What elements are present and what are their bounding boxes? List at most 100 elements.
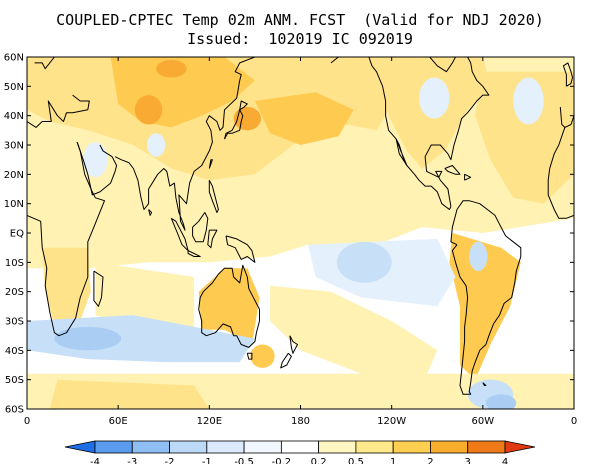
coast-west-africa xyxy=(547,127,574,219)
colorbar-label: 0.2 xyxy=(311,457,327,464)
warm-south-indian xyxy=(95,262,195,327)
cool-southern-ocean xyxy=(27,315,255,363)
coast-cuba xyxy=(444,165,461,175)
lat-tick-label: 60N xyxy=(4,53,24,64)
coast-gulf-east-us xyxy=(424,57,490,207)
colorbar-swatch xyxy=(318,440,357,454)
cool-atlantic-north xyxy=(513,77,544,125)
warm-tasman xyxy=(250,344,275,368)
colorbar-swatch xyxy=(430,440,469,454)
lat-tick-label: EQ xyxy=(10,229,24,240)
coast-australia xyxy=(198,264,260,348)
warm-northpac-strong xyxy=(254,92,354,145)
lon-tick-label: 0 xyxy=(24,416,30,427)
warm-australia xyxy=(198,268,260,345)
cool-amazon xyxy=(469,241,488,272)
lat-tick-label: 50S xyxy=(5,375,24,386)
cool-tibet xyxy=(147,133,166,157)
cool-drake-strong xyxy=(485,394,517,409)
colorbar-swatch xyxy=(355,440,394,454)
colorbar-swatch xyxy=(94,440,133,454)
lon-tick-label: 120E xyxy=(197,416,222,427)
lat-tick-label: 40S xyxy=(5,346,24,357)
colorbar-label: -3 xyxy=(127,457,137,464)
lat-tick-label: 40N xyxy=(4,111,24,122)
lat-tick-label: 20S xyxy=(5,287,24,298)
coast-hokkaido xyxy=(239,100,248,111)
colorbar-swatch xyxy=(392,440,431,454)
coast-falklands xyxy=(482,382,487,386)
colorbar-swatch xyxy=(467,440,506,454)
lat-tick-label: 10N xyxy=(4,199,24,210)
lon-tick-label: 180 xyxy=(291,416,310,427)
coast-africa xyxy=(27,141,105,337)
colorbar-label: 4 xyxy=(502,457,508,464)
colorbar-label: 3 xyxy=(465,457,471,464)
lon-tick-label: 0 xyxy=(571,416,577,427)
coast-alaska xyxy=(330,57,339,64)
coast-taiwan xyxy=(208,159,213,169)
lat-tick-label: 50N xyxy=(4,82,24,93)
coast-scandinavia xyxy=(34,57,55,70)
colorbar-swatch xyxy=(131,440,170,454)
warm-southern-strong xyxy=(49,379,210,409)
coast-south-america xyxy=(450,200,522,395)
warm-siberia-hot xyxy=(156,59,187,78)
cool-pacific-core xyxy=(336,241,392,283)
coast-japan xyxy=(224,109,244,140)
cool-canada xyxy=(419,77,450,119)
lat-tick-label: 10S xyxy=(5,258,24,269)
lat-tick-label: 30N xyxy=(4,141,24,152)
colorbar-swatch xyxy=(169,440,208,454)
colorbar-label: -4 xyxy=(90,457,100,464)
coast-philippines xyxy=(208,179,219,213)
colorbar-label: -0.2 xyxy=(272,457,292,464)
lat-tick-label: 20N xyxy=(4,170,24,181)
colorbar-label: 1 xyxy=(390,457,396,464)
coast-borneo xyxy=(192,212,209,243)
colorbar-swatch xyxy=(280,440,320,454)
coast-newguinea xyxy=(225,235,256,263)
colorbar-label: -1 xyxy=(202,457,212,464)
coast-madagascar xyxy=(93,270,104,307)
coast-arabia xyxy=(76,141,118,196)
coastlines xyxy=(27,57,574,409)
coast-srilanka xyxy=(148,209,153,216)
colorbar-arrow-high xyxy=(504,440,536,454)
colorbar-label: 0.5 xyxy=(348,457,364,464)
cool-india xyxy=(83,142,108,178)
colorbar-swatch xyxy=(243,440,282,454)
warm-southamerica xyxy=(449,233,521,380)
lon-tick-label: 120W xyxy=(377,416,406,427)
warm-china-hot xyxy=(134,95,163,125)
coast-tasmania xyxy=(246,352,253,360)
lat-tick-label: 30S xyxy=(5,317,24,328)
colorbar: -4 -3 -2 -1 -0.5 -0.2 0.2 0.5 1 2 3 4 xyxy=(64,440,536,464)
lon-tick-label: 60W xyxy=(472,416,495,427)
lat-tick-label: 60S xyxy=(5,405,24,416)
colorbar-arrow-low xyxy=(64,440,96,454)
coast-sulawesi xyxy=(207,229,218,249)
warm-africa-south xyxy=(42,247,91,336)
colorbar-swatch xyxy=(206,440,245,454)
coast-south-asia xyxy=(114,57,256,231)
coast-hudson xyxy=(429,57,456,73)
coast-nz-south xyxy=(280,352,292,369)
colorbar-label: 2 xyxy=(427,457,433,464)
colorbar-label: -0.5 xyxy=(234,457,254,464)
coast-baja xyxy=(395,138,408,166)
coast-java xyxy=(187,250,201,257)
cool-s-indian-strong xyxy=(54,326,122,351)
coast-north-america-west xyxy=(368,57,452,210)
coast-nz-north xyxy=(289,335,298,354)
colorbar-label: -2 xyxy=(165,457,175,464)
warm-south-pacific xyxy=(270,285,438,386)
coast-uk xyxy=(562,62,573,87)
chart-subtitle: Issued: 102019 IC 092019 xyxy=(187,30,413,48)
coast-europe-north xyxy=(27,94,90,128)
chart-title: COUPLED-CPTEC Temp 02m ANM. FCST (Valid … xyxy=(56,11,544,29)
coast-hispaniola xyxy=(464,173,472,181)
lon-tick-label: 60E xyxy=(109,416,128,427)
